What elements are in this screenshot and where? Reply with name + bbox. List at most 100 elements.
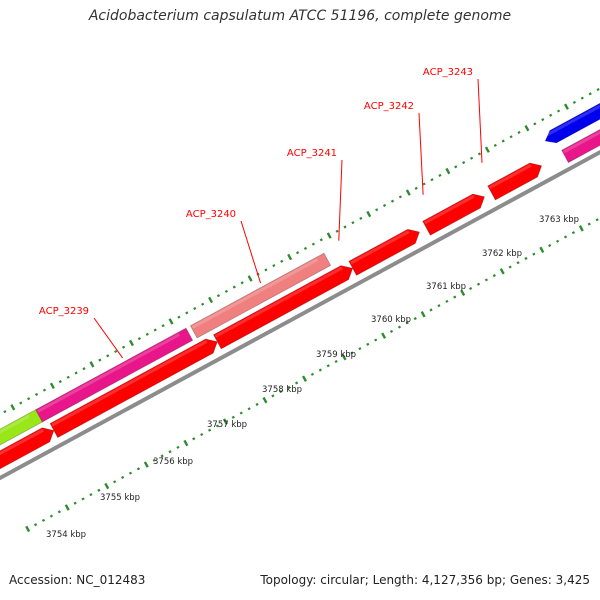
inner-major-tick	[341, 353, 347, 361]
outer-minor-tick	[193, 307, 197, 311]
gene-leader-line	[418, 112, 424, 195]
scale-label: 3754 kbp	[46, 530, 86, 540]
inner-major-tick	[578, 225, 584, 232]
feature-red-6	[487, 162, 543, 201]
inner-minor-tick	[437, 304, 441, 308]
inner-major-tick	[222, 418, 228, 425]
inner-minor-tick	[231, 415, 235, 419]
length-value: 4,127,356 bp	[421, 573, 502, 587]
outer-major-tick	[366, 210, 372, 218]
outer-minor-tick	[121, 345, 126, 349]
outer-minor-tick	[382, 203, 387, 208]
gene-labels: ACP_3239 ACP_3240 ACP_3241 ACP_3242 ACP_3243	[39, 67, 483, 359]
outer-minor-tick	[66, 375, 70, 379]
gene-leader-line	[477, 78, 483, 163]
feature-red-4	[348, 228, 420, 276]
map-title: Acidobacterium capsulatum ATCC 51196, co…	[88, 8, 512, 24]
outer-minor-tick	[430, 178, 434, 182]
outer-major-tick	[287, 253, 293, 261]
inner-minor-tick	[192, 437, 196, 441]
feature-red-2-highlight	[51, 339, 208, 427]
outer-minor-tick	[19, 401, 23, 405]
outer-minor-tick	[295, 251, 300, 255]
inner-major-tick	[143, 461, 149, 468]
inner-minor-tick	[41, 518, 46, 522]
scale-label: 3761 kbp	[426, 282, 466, 292]
outer-minor-tick	[106, 354, 110, 358]
feature-magenta-1-highlight	[37, 333, 181, 413]
inner-minor-tick	[136, 467, 140, 471]
outer-minor-tick	[161, 324, 165, 328]
inner-minor-tick	[152, 458, 156, 462]
outer-minor-tick	[319, 238, 323, 242]
outer-minor-tick	[153, 328, 157, 332]
outer-minor-tick	[454, 165, 458, 169]
outer-minor-tick	[74, 371, 78, 375]
feature-red-2	[49, 338, 218, 439]
outer-major-tick	[49, 382, 55, 390]
inner-minor-tick	[34, 523, 38, 527]
inner-minor-tick	[469, 286, 473, 291]
inner-minor-tick	[350, 351, 354, 355]
inner-major-tick	[262, 396, 268, 404]
inner-minor-tick	[595, 218, 599, 222]
inner-minor-tick	[239, 411, 243, 415]
gene-leader-line	[93, 317, 123, 359]
feature-blue-highlight	[543, 104, 600, 138]
feature-light-red-highlight	[191, 258, 318, 329]
inner-minor-tick	[508, 265, 512, 269]
feature-red-1	[0, 427, 55, 470]
inner-minor-tick	[97, 488, 101, 492]
inner-minor-tick	[89, 493, 93, 497]
inner-major-tick	[499, 268, 505, 275]
gene-label: ACP_3242	[364, 101, 414, 112]
outer-minor-tick	[303, 246, 308, 250]
scale-label: 3759 kbp	[316, 350, 356, 360]
outer-minor-tick	[42, 388, 47, 392]
inner-minor-tick	[295, 381, 299, 385]
outer-major-tick	[445, 167, 451, 175]
inner-minor-tick	[168, 450, 172, 454]
inner-minor-tick	[121, 475, 125, 479]
feature-red-3	[212, 265, 354, 350]
outer-minor-tick	[549, 113, 553, 117]
outer-minor-tick	[240, 281, 244, 285]
inner-minor-tick	[279, 390, 283, 394]
scale-labels: 3754 kbp 3755 kbp 3756 kbp 3757 kbp 3758 kbp…	[46, 215, 579, 540]
gene-label: ACP_3241	[287, 148, 337, 159]
outer-minor-tick	[264, 268, 268, 272]
feature-magenta-2-highlight	[563, 130, 600, 154]
inner-minor-tick	[176, 445, 180, 449]
inner-major-tick	[381, 332, 387, 339]
feature-red-6-highlight	[489, 163, 532, 189]
outer-minor-tick	[556, 109, 561, 113]
scale-label: 3760 kbp	[371, 315, 411, 325]
inner-minor-tick	[571, 231, 576, 235]
outer-minor-tick	[34, 392, 39, 396]
feature-magenta-1	[35, 327, 194, 423]
outer-minor-tick	[398, 195, 402, 199]
outer-major-tick	[10, 404, 16, 411]
outer-minor-tick	[390, 199, 395, 203]
inner-minor-tick	[57, 510, 61, 514]
feature-track	[0, 102, 600, 470]
genes-label: Genes:	[509, 573, 552, 587]
inner-minor-tick	[492, 274, 496, 278]
inner-minor-tick	[374, 338, 378, 342]
inner-minor-tick	[563, 235, 568, 239]
inner-minor-tick	[215, 424, 220, 428]
outer-minor-tick	[58, 380, 62, 384]
outer-minor-tick	[201, 302, 205, 306]
outer-minor-tick	[509, 135, 513, 139]
outer-minor-tick	[272, 264, 276, 268]
outer-major-tick	[208, 296, 214, 304]
gene-leader-line	[240, 220, 262, 284]
feature-red-1-highlight	[0, 428, 45, 456]
feature-light-red	[189, 252, 332, 339]
accession-value: NC_012483	[76, 573, 146, 587]
inner-minor-tick	[318, 368, 322, 372]
outer-minor-tick	[137, 337, 141, 341]
inner-minor-tick	[271, 394, 275, 398]
topology-label: Topology:	[260, 573, 317, 587]
